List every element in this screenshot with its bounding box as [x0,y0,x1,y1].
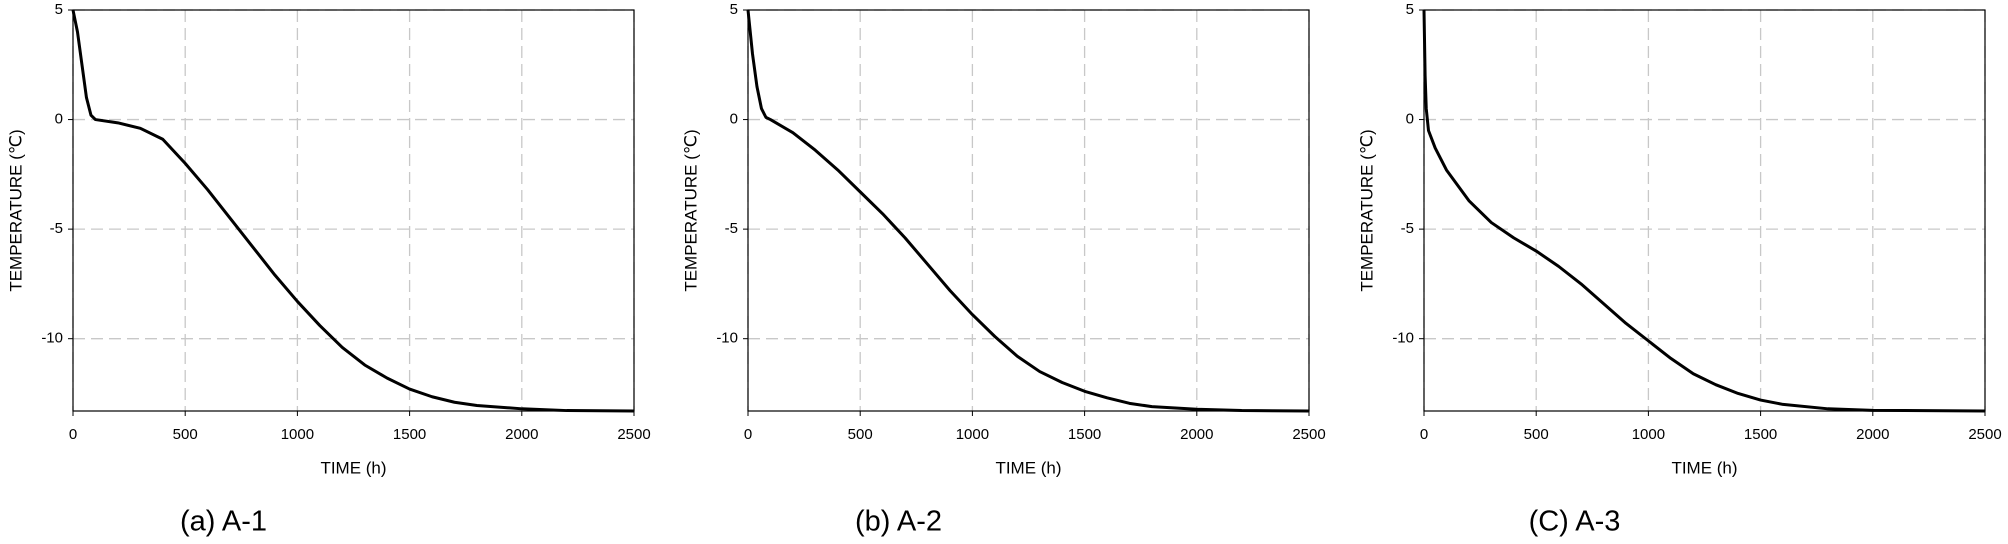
x-axis-label: TIME (h) [995,458,1061,477]
data-line [1422,9,1986,413]
plot-frame [1423,9,1986,412]
x-tick-label: 2000 [505,426,538,443]
y-axis-label: TEMPERATURE (℃) [681,129,700,291]
y-tick-label: -5 [725,220,738,237]
x-tick-label: 1500 [1744,426,1777,443]
y-tick-label: 0 [55,111,63,128]
x-axis-label: TIME (h) [320,458,386,477]
plot-frame [72,9,635,412]
x-tick-label: 0 [69,426,77,443]
x-tick-label: 2500 [617,426,650,443]
chart-panel: 0 500 1000 1500 2000 2500 -10 -5 0 5 TIME (h) TEMPE… [681,1,1325,538]
chart-panel: 0 500 1000 1500 2000 2500 -10 -5 0 5 TIME (h) TEMPE… [6,1,650,538]
y-tick-label: 5 [730,1,738,18]
plot-frame [747,9,1310,412]
caption: (b) A-2 [855,506,942,538]
x-tick-label: 2500 [1968,426,2001,443]
y-axis-label: TEMPERATURE (℃) [1357,129,1376,291]
x-axis-label: TIME (h) [1671,458,1737,477]
data-line [746,9,1310,413]
y-tick-label: -10 [1392,330,1414,347]
x-tick-label: 1000 [1632,426,1665,443]
x-tick-label: 500 [173,426,198,443]
x-tick-label: 1500 [393,426,426,443]
y-tick-label: 0 [730,111,738,128]
x-tick-label: 2500 [1292,426,1325,443]
y-tick-label: -5 [50,220,63,237]
y-tick-label: 5 [55,1,63,18]
chart-panel: 0 500 1000 1500 2000 2500 -10 -5 0 5 TIME (h) TEMPE… [1357,1,2001,538]
x-tick-label: 2000 [1856,426,1889,443]
x-tick-label: 500 [848,426,873,443]
x-tick-label: 0 [744,426,752,443]
y-axis-label: TEMPERATURE (℃) [6,129,25,291]
x-tick-label: 2000 [1180,426,1213,443]
x-tick-label: 1000 [281,426,314,443]
y-tick-label: 0 [1406,111,1414,128]
y-tick-label: 5 [1406,1,1414,18]
y-tick-label: -10 [716,330,738,347]
data-line [71,9,635,413]
x-tick-label: 1000 [956,426,989,443]
x-tick-label: 1500 [1068,426,1101,443]
y-tick-label: -10 [41,330,63,347]
x-tick-label: 0 [1420,426,1428,443]
caption: (C) A-3 [1529,506,1621,538]
x-tick-label: 500 [1524,426,1549,443]
y-tick-label: -5 [1401,220,1414,237]
caption: (a) A-1 [180,506,267,538]
